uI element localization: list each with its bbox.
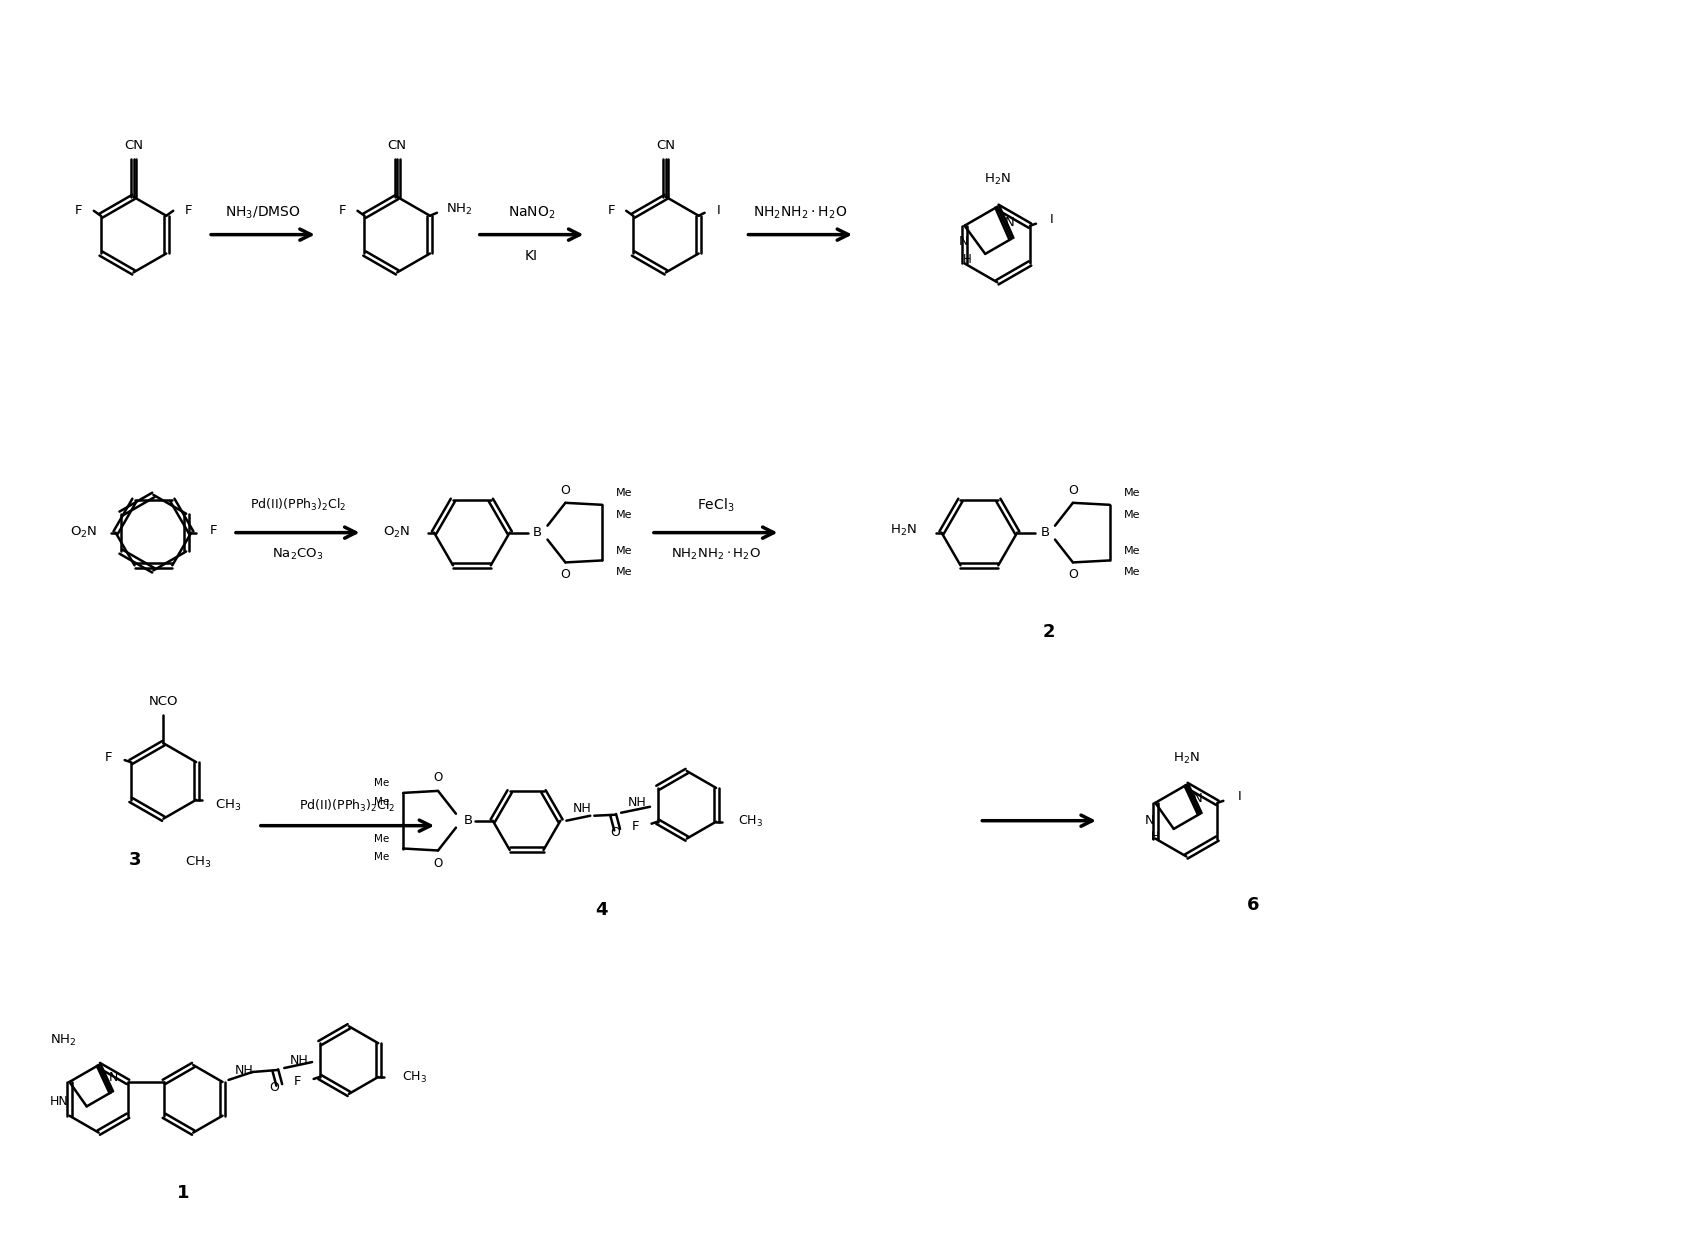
Text: Me: Me bbox=[615, 510, 632, 520]
Text: F: F bbox=[75, 204, 82, 218]
Text: $\mathregular{CH_3}$: $\mathregular{CH_3}$ bbox=[402, 1069, 428, 1084]
Text: $\mathregular{NaNO_2}$: $\mathregular{NaNO_2}$ bbox=[508, 204, 556, 220]
Text: F: F bbox=[608, 204, 615, 218]
Text: Me: Me bbox=[1123, 567, 1140, 577]
Text: NH: NH bbox=[235, 1063, 254, 1077]
Text: NH: NH bbox=[627, 796, 646, 809]
Text: N: N bbox=[1005, 217, 1014, 229]
Text: Me: Me bbox=[1123, 546, 1140, 556]
Text: I: I bbox=[717, 204, 721, 218]
Text: $\mathregular{NH_2NH_2 \cdot H_2O}$: $\mathregular{NH_2NH_2 \cdot H_2O}$ bbox=[753, 204, 847, 220]
Text: NCO: NCO bbox=[148, 695, 179, 707]
Text: O: O bbox=[561, 568, 571, 581]
Text: $\mathregular{Na_2CO_3}$: $\mathregular{Na_2CO_3}$ bbox=[273, 547, 324, 562]
Text: I: I bbox=[1237, 790, 1241, 804]
Text: N: N bbox=[1145, 815, 1155, 828]
Text: $\mathregular{H_2N}$: $\mathregular{H_2N}$ bbox=[983, 172, 1010, 187]
Text: Me: Me bbox=[1123, 488, 1140, 498]
Text: CN: CN bbox=[389, 139, 407, 151]
Text: H: H bbox=[963, 253, 971, 267]
Text: $\mathregular{CH_3}$: $\mathregular{CH_3}$ bbox=[215, 799, 242, 814]
Text: 4: 4 bbox=[595, 901, 608, 919]
Text: Me: Me bbox=[615, 546, 632, 556]
Text: Me: Me bbox=[373, 796, 389, 806]
Text: $\mathregular{CH_3}$: $\mathregular{CH_3}$ bbox=[186, 855, 211, 870]
Text: F: F bbox=[295, 1075, 302, 1088]
Text: F: F bbox=[106, 751, 112, 764]
Text: $\mathregular{NH_2}$: $\mathregular{NH_2}$ bbox=[446, 203, 474, 218]
Text: CN: CN bbox=[124, 139, 143, 151]
Text: Me: Me bbox=[373, 777, 389, 788]
Text: B: B bbox=[463, 814, 472, 828]
Text: H: H bbox=[1150, 830, 1159, 844]
Text: O: O bbox=[433, 771, 443, 785]
Text: O: O bbox=[433, 856, 443, 870]
Text: O: O bbox=[269, 1082, 279, 1094]
Text: O: O bbox=[1068, 485, 1079, 497]
Text: Me: Me bbox=[1123, 510, 1140, 520]
Text: Me: Me bbox=[373, 853, 389, 863]
Text: F: F bbox=[210, 525, 216, 537]
Text: O: O bbox=[1068, 568, 1079, 581]
Text: 6: 6 bbox=[1247, 896, 1259, 914]
Text: B: B bbox=[533, 526, 542, 540]
Text: F: F bbox=[184, 204, 193, 218]
Text: 2: 2 bbox=[1043, 623, 1055, 641]
Text: Me: Me bbox=[615, 488, 632, 498]
Text: O: O bbox=[610, 826, 620, 839]
Text: N: N bbox=[958, 235, 968, 248]
Text: $\mathregular{Pd(II)(PPh_3)_2Cl_2}$: $\mathregular{Pd(II)(PPh_3)_2Cl_2}$ bbox=[300, 798, 395, 814]
Text: 3: 3 bbox=[130, 851, 141, 869]
Text: NH: NH bbox=[573, 803, 591, 815]
Text: O: O bbox=[561, 485, 571, 497]
Text: $\mathregular{CH_3}$: $\mathregular{CH_3}$ bbox=[738, 814, 763, 829]
Text: $\mathregular{H_2N}$: $\mathregular{H_2N}$ bbox=[889, 523, 917, 538]
Text: $\mathregular{H_2N}$: $\mathregular{H_2N}$ bbox=[1172, 750, 1200, 766]
Text: Me: Me bbox=[373, 834, 389, 844]
Text: 1: 1 bbox=[177, 1184, 189, 1202]
Text: $\mathregular{NH_2}$: $\mathregular{NH_2}$ bbox=[51, 1033, 77, 1048]
Text: HN: HN bbox=[49, 1096, 68, 1108]
Text: N: N bbox=[109, 1070, 118, 1084]
Text: $\mathregular{O_2N}$: $\mathregular{O_2N}$ bbox=[70, 525, 97, 540]
Text: I: I bbox=[1050, 213, 1053, 227]
Text: $\mathregular{Pd(II)(PPh_3)_2Cl_2}$: $\mathregular{Pd(II)(PPh_3)_2Cl_2}$ bbox=[249, 497, 346, 513]
Text: N: N bbox=[1193, 791, 1203, 805]
Text: Me: Me bbox=[615, 567, 632, 577]
Text: $\mathregular{NH_3/DMSO}$: $\mathregular{NH_3/DMSO}$ bbox=[225, 204, 302, 220]
Text: B: B bbox=[1041, 526, 1050, 540]
Text: $\mathregular{FeCl_3}$: $\mathregular{FeCl_3}$ bbox=[697, 496, 734, 513]
Text: KI: KI bbox=[525, 249, 538, 263]
Text: $\mathregular{NH_2NH_2 \cdot H_2O}$: $\mathregular{NH_2NH_2 \cdot H_2O}$ bbox=[671, 547, 760, 562]
Text: F: F bbox=[632, 820, 639, 833]
Text: NH: NH bbox=[290, 1054, 308, 1067]
Text: CN: CN bbox=[656, 139, 675, 151]
Text: $\mathregular{O_2N}$: $\mathregular{O_2N}$ bbox=[383, 525, 411, 540]
Text: F: F bbox=[339, 204, 346, 218]
